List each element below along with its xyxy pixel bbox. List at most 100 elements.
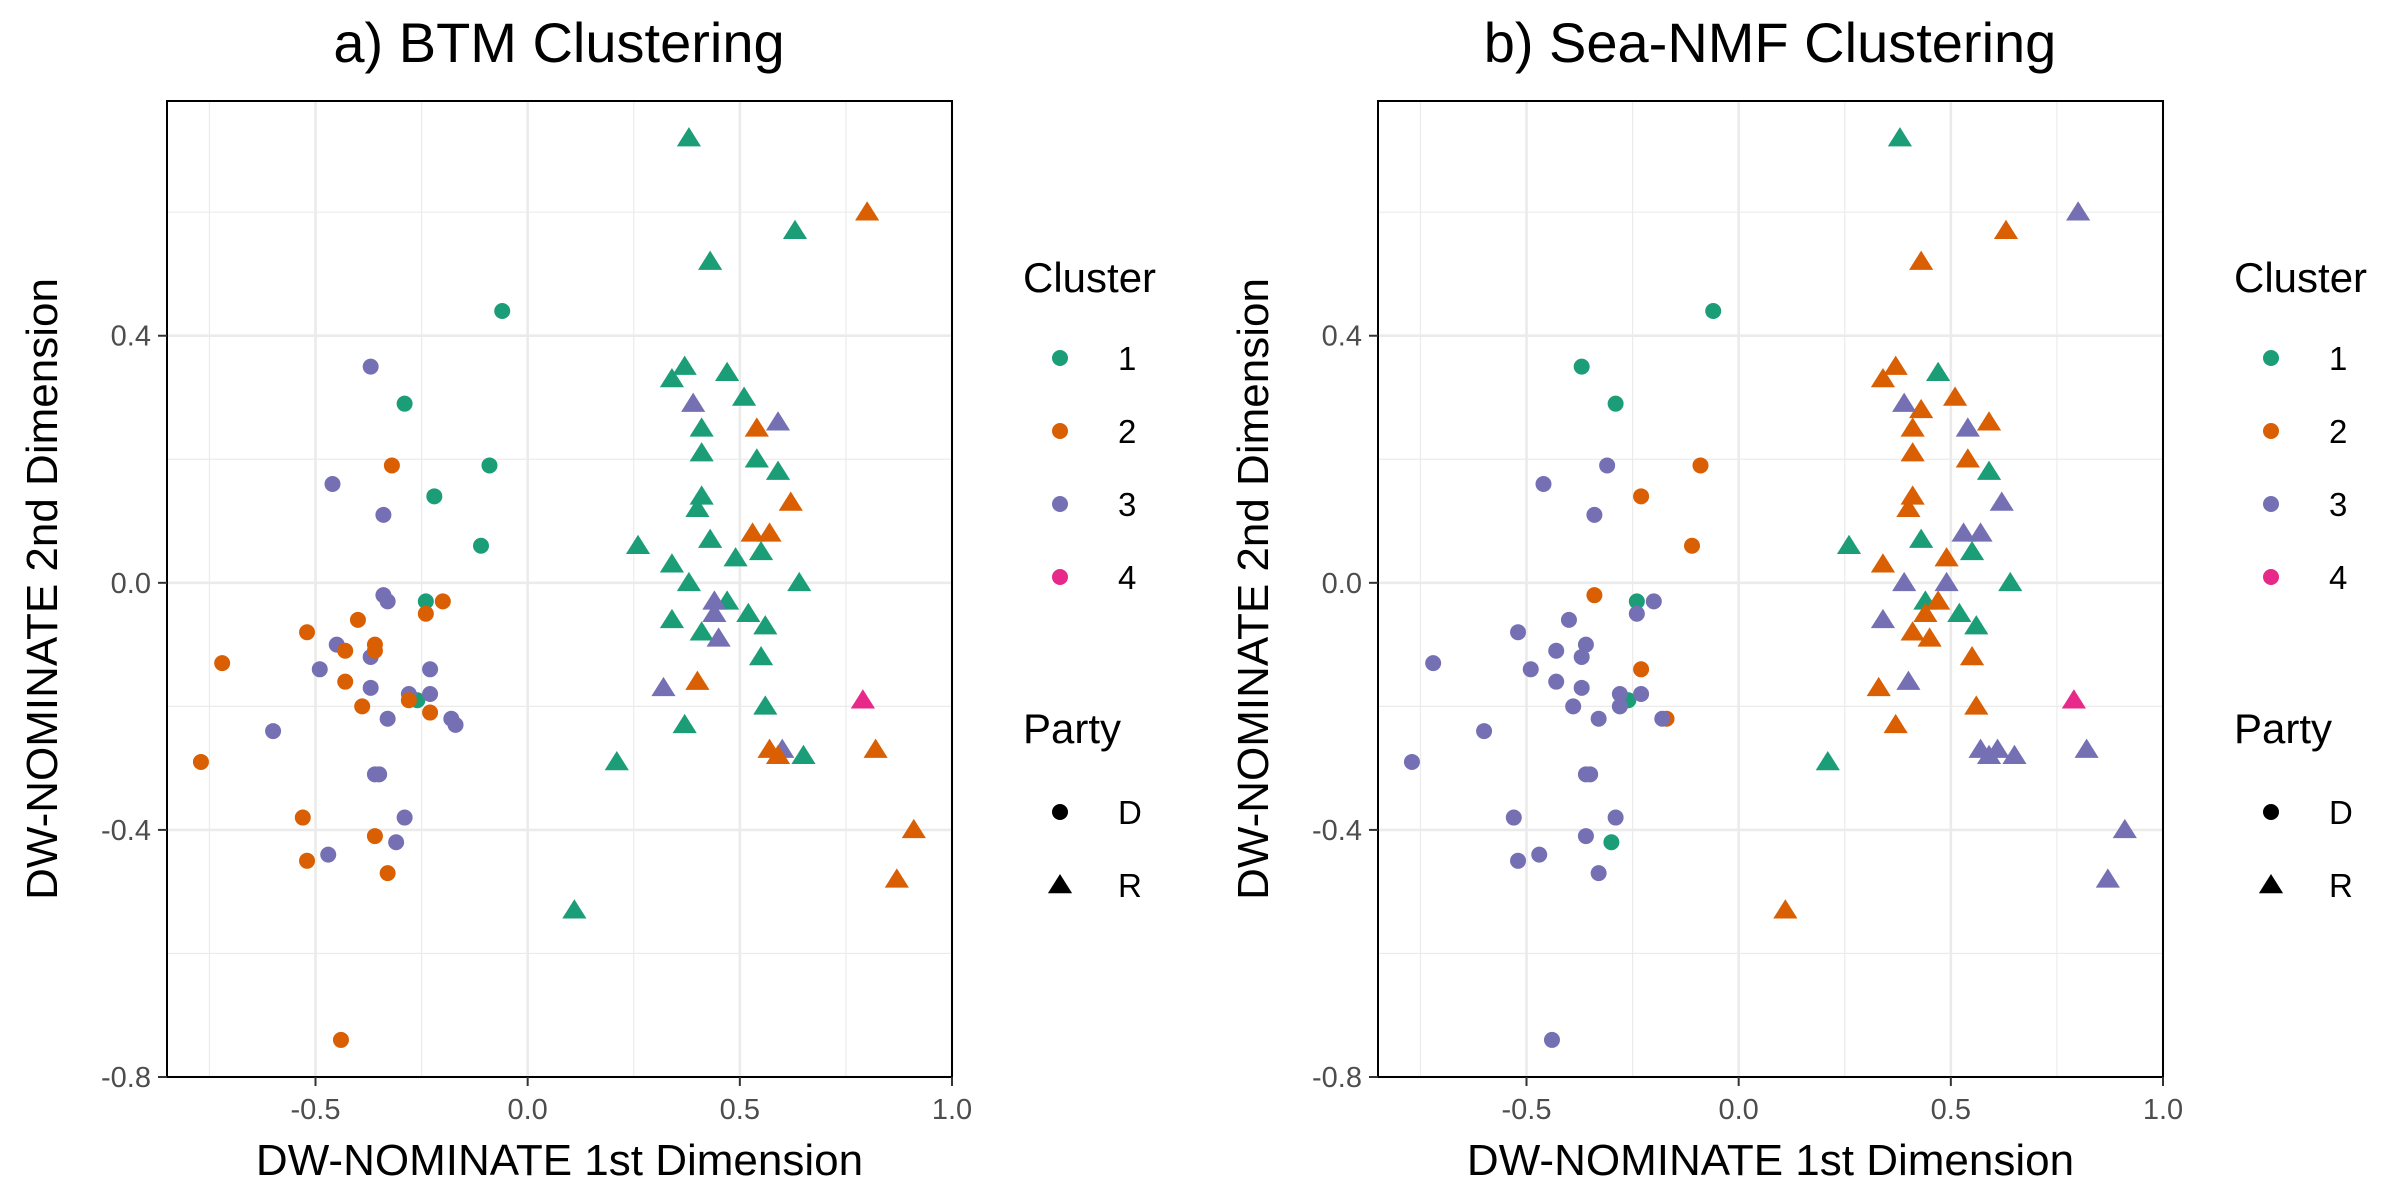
triangle-point-cluster-1 [1959, 540, 1985, 561]
legend-key-cluster-4 [1052, 569, 1068, 585]
y-tick-label: 0.4 [1322, 321, 1362, 353]
triangle-point-cluster-1 [753, 615, 778, 635]
triangle-point-cluster-2 [757, 522, 782, 542]
triangle-point-cluster-1 [736, 602, 761, 622]
circle-point-cluster-2 [214, 655, 231, 672]
triangle-point-cluster-2 [1900, 621, 1925, 641]
legend-label-cluster: 4 [1118, 559, 1136, 596]
triangle-point-cluster-1 [731, 386, 757, 406]
triangle-point-cluster-1 [791, 744, 816, 765]
legend-label-cluster: 2 [1118, 413, 1136, 450]
triangle-point-cluster-1 [698, 250, 723, 270]
y-tick-label: -0.4 [101, 815, 151, 847]
x-tick-label: 0.5 [1931, 1094, 1971, 1126]
circle-point-cluster-3 [1611, 686, 1628, 703]
circle-point-cluster-3 [1531, 846, 1548, 863]
circle-point-cluster-3 [1628, 605, 1645, 622]
circle-point-cluster-3 [1505, 809, 1522, 826]
triangle-point-cluster-1 [1976, 460, 2002, 480]
circle-point-cluster-3 [371, 766, 388, 783]
triangle-point-cluster-1 [659, 553, 685, 573]
triangle-point-cluster-3 [706, 627, 731, 647]
circle-point-cluster-2 [337, 642, 354, 659]
circle-point-cluster-3 [1607, 809, 1624, 826]
circle-point-cluster-3 [1573, 648, 1590, 665]
triangle-point-cluster-2 [1942, 386, 1968, 406]
circle-point-cluster-3 [1582, 766, 1599, 783]
legend-key-party-R [2258, 874, 2284, 894]
triangle-point-cluster-3 [681, 392, 706, 412]
circle-point-cluster-3 [422, 661, 439, 678]
triangle-point-cluster-3 [1955, 417, 1980, 437]
circle-point-cluster-2 [192, 753, 209, 770]
legend-label-cluster: 1 [2329, 340, 2347, 377]
circle-point-cluster-1 [396, 395, 413, 412]
triangle-point-cluster-2 [1934, 547, 1959, 567]
legend-label-cluster: 3 [1118, 486, 1136, 523]
legend: Cluster 1 2 3 4 Party DR [1023, 254, 1156, 904]
y-tick-label: -0.8 [101, 1062, 151, 1094]
triangle-point-cluster-1 [659, 367, 685, 388]
x-axis-title: DW-NOMINATE 1st Dimension [1467, 1136, 2074, 1185]
triangle-point-cluster-1 [672, 355, 697, 375]
triangle-point-cluster-1 [604, 750, 629, 771]
legend-label-cluster: 3 [2329, 486, 2347, 523]
circle-point-cluster-3 [1403, 753, 1420, 770]
triangle-point-cluster-2 [901, 818, 926, 839]
legend-label-cluster: 1 [1118, 340, 1136, 377]
triangle-point-cluster-2 [1896, 497, 1921, 517]
triangle-point-cluster-1 [659, 608, 685, 629]
circle-point-cluster-3 [1590, 710, 1607, 727]
legend-label-party: R [2329, 867, 2353, 904]
circle-point-cluster-2 [299, 852, 316, 869]
circle-point-cluster-2 [366, 642, 383, 659]
y-tick-label: -0.8 [1312, 1062, 1362, 1094]
triangle-point-cluster-2 [740, 522, 765, 542]
triangle-point-cluster-1 [689, 485, 714, 505]
circle-point-cluster-3 [362, 679, 379, 696]
circle-point-cluster-2 [1692, 457, 1709, 474]
legend-label-cluster: 2 [2329, 413, 2347, 450]
triangle-point-cluster-2 [1959, 645, 1985, 666]
circle-point-cluster-3 [1611, 698, 1628, 715]
triangle-point-cluster-2 [1917, 627, 1942, 647]
triangle-point-cluster-2 [1964, 695, 1989, 715]
triangle-point-cluster-3 [2066, 201, 2091, 221]
triangle-point-cluster-3 [1934, 571, 1959, 592]
circle-point-cluster-2 [299, 624, 316, 641]
circle-point-cluster-3 [1565, 698, 1582, 715]
circle-point-cluster-3 [1590, 865, 1607, 882]
triangle-point-cluster-1 [685, 497, 710, 517]
circle-point-cluster-3 [265, 723, 282, 740]
triangle-point-cluster-2 [884, 868, 909, 888]
circle-point-cluster-2 [1633, 488, 1650, 505]
triangle-point-cluster-2 [1913, 602, 1938, 622]
circle-point-cluster-3 [311, 661, 328, 678]
circle-point-cluster-3 [1633, 686, 1650, 703]
triangle-point-cluster-2 [1926, 590, 1951, 610]
y-tick-label: 0.0 [111, 568, 151, 600]
triangle-point-cluster-2 [778, 491, 803, 511]
x-tick-label: 0.5 [720, 1094, 760, 1126]
triangle-point-cluster-3 [1896, 670, 1921, 690]
circle-point-cluster-1 [1705, 303, 1722, 320]
triangle-point-cluster-1 [689, 621, 714, 641]
circle-point-cluster-3 [1577, 636, 1594, 653]
triangle-point-cluster-3 [765, 411, 791, 431]
circle-point-cluster-1 [417, 593, 434, 610]
circle-point-cluster-3 [1543, 1031, 1560, 1048]
legend-key-cluster-4 [2263, 569, 2279, 585]
x-tick-label: 1.0 [932, 1094, 972, 1126]
circle-point-cluster-3 [1645, 593, 1662, 610]
circle-point-cluster-3 [1548, 673, 1565, 690]
circle-point-cluster-1 [494, 303, 511, 320]
y-axis-title: DW-NOMINATE 2nd Dimension [1229, 278, 1278, 900]
circle-point-cluster-2 [332, 1031, 349, 1048]
chart-title: a) BTM Clustering [333, 11, 784, 74]
triangle-point-cluster-1 [753, 695, 778, 715]
legend-title-party: Party [2234, 705, 2332, 752]
triangle-point-cluster-1 [1926, 361, 1951, 382]
triangle-point-cluster-1 [765, 460, 791, 480]
triangle-point-cluster-1 [625, 534, 651, 555]
triangle-point-cluster-2 [1976, 411, 2002, 431]
